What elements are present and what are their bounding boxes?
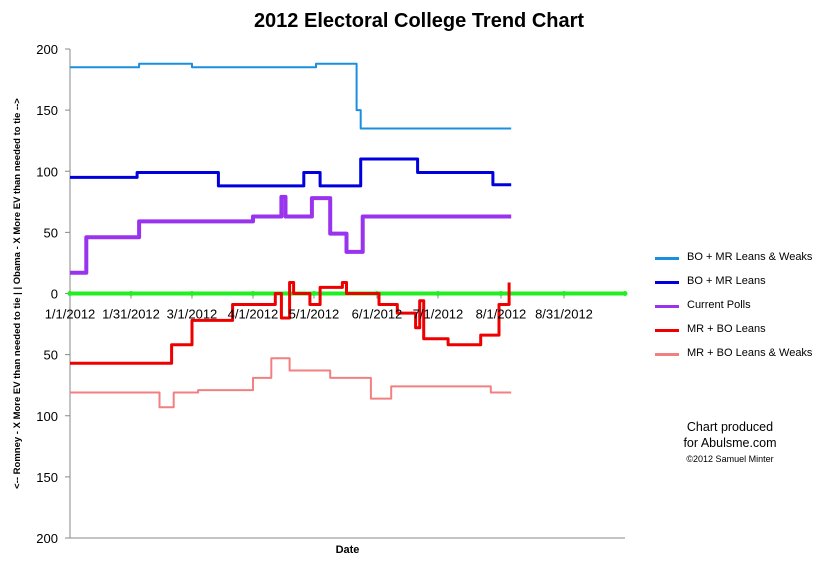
zero-baseline-marker: [435, 291, 441, 296]
x-tick-label: 8/31/2012: [535, 307, 593, 322]
y-tick-label: 150: [36, 103, 58, 118]
series-line-bo-mr-leans-weaks: [70, 62, 512, 130]
legend-label: BO + MR Leans & Weaks: [687, 251, 813, 263]
legend-swatch: [655, 353, 679, 356]
zero-baseline-marker: [67, 291, 73, 296]
y-tick-label: 0: [51, 287, 58, 302]
x-tick-label: 8/1/2012: [476, 307, 527, 322]
x-tick-label: 5/1/2012: [289, 307, 340, 322]
legend-label: BO + MR Leans: [687, 275, 766, 287]
legend-item: MR + BO Leans & Weaks: [655, 344, 835, 368]
y-tick-label: 100: [36, 164, 58, 179]
y-tick-label: 150: [36, 470, 58, 485]
y-axis-title: <-- Romney - X More EV than needed to ti…: [12, 98, 23, 489]
x-tick-label: 6/1/2012: [352, 307, 403, 322]
x-tick-label: 1/31/2012: [102, 307, 160, 322]
zero-baseline-marker: [311, 291, 317, 296]
x-tick-label: 3/1/2012: [167, 307, 218, 322]
legend-swatch: [655, 281, 679, 284]
x-tick-label: 4/1/2012: [228, 307, 279, 322]
x-tick-label: 7/1/2012: [413, 307, 464, 322]
x-axis-title: Date: [336, 544, 360, 556]
y-tick-label: 50: [44, 348, 58, 363]
chart-title: 2012 Electoral College Trend Chart: [253, 10, 585, 32]
legend-swatch: [655, 329, 679, 332]
series-line-mr-bo-leans: [70, 281, 511, 365]
y-tick-label: 50: [44, 225, 58, 240]
legend-item: BO + MR Leans: [655, 272, 835, 296]
y-tick-label: 200: [36, 531, 58, 546]
legend-item: MR + BO Leans: [655, 320, 835, 344]
chart-legend: BO + MR Leans & Weaks BO + MR Leans Curren…: [655, 248, 835, 368]
x-tick-label: 1/1/2012: [45, 307, 96, 322]
legend-label: MR + BO Leans & Weaks: [687, 347, 813, 359]
zero-baseline-marker: [498, 291, 504, 296]
zero-baseline-marker: [250, 291, 256, 296]
zero-baseline-marker: [128, 291, 134, 296]
series-line-bo-mr-leans: [70, 157, 512, 188]
credit-line-3: ©2012 Samuel Minter: [686, 454, 774, 464]
zero-baseline-marker: [189, 291, 195, 296]
zero-baseline-marker: [561, 291, 567, 296]
series-line-mr-bo-leans-weaks: [70, 357, 512, 409]
zero-baseline-marker: [622, 291, 628, 296]
legend-item: Current Polls: [655, 296, 835, 320]
legend-swatch: [655, 305, 679, 308]
legend-label: Current Polls: [687, 299, 751, 311]
legend-label: MR + BO Leans: [687, 323, 766, 335]
y-tick-label: 100: [36, 409, 58, 424]
credit-line-1: Chart produced: [686, 420, 774, 434]
legend-item: BO + MR Leans & Weaks: [655, 248, 835, 272]
legend-swatch: [655, 257, 679, 260]
y-tick-label: 200: [36, 42, 58, 57]
credit-line-2: for Abulsme.com: [683, 436, 777, 450]
series-line-current-polls: [70, 194, 512, 275]
